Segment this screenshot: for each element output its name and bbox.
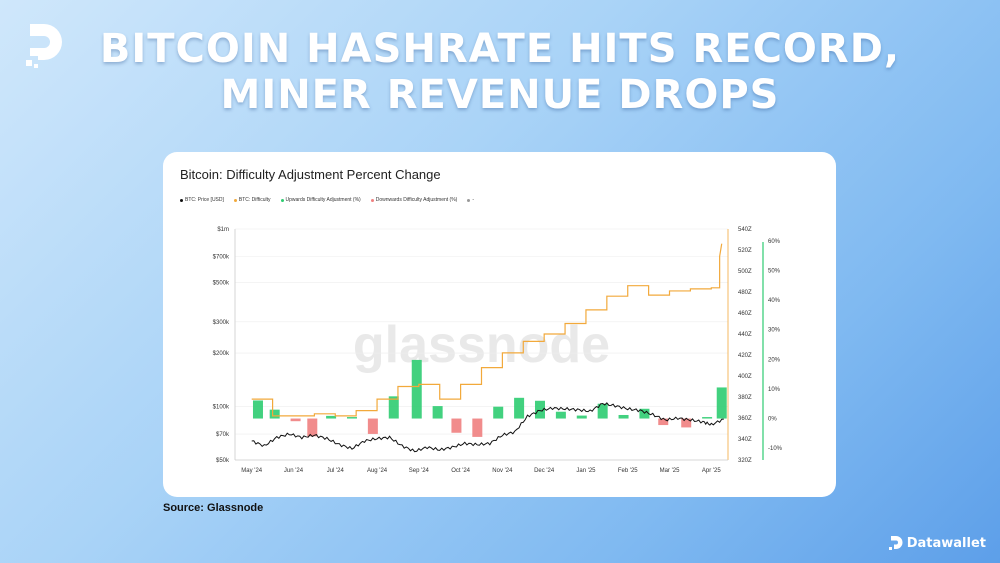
difficulty-line <box>251 243 723 417</box>
legend-label: BTC: Price [USD] <box>185 197 224 203</box>
legend-swatch <box>180 198 183 202</box>
upward-adjustment-bar <box>534 400 545 419</box>
percent-axis-tick-label: 40% <box>768 298 781 304</box>
left-axis-tick-label: $300k <box>213 320 230 326</box>
difficulty-axis-tick-label: 340Z <box>738 437 752 443</box>
difficulty-axis-tick-label: 480Z <box>738 290 752 296</box>
upward-adjustment-bar <box>702 417 713 419</box>
x-axis-tick-label: May '24 <box>241 468 262 474</box>
x-axis-tick-label: Jul '24 <box>327 468 345 474</box>
upward-adjustment-bar <box>716 387 727 419</box>
difficulty-axis-tick-label: 500Z <box>738 269 752 275</box>
percent-axis-tick-label: 0% <box>768 417 777 423</box>
legend-item[interactable]: Upwards Difficulty Adjustment (%) <box>280 197 361 203</box>
left-axis-tick-label: $700k <box>213 255 230 261</box>
headline-line-1: BITCOIN HASHRATE HITS RECORD, <box>99 26 901 72</box>
legend-swatch <box>233 198 237 202</box>
percent-axis-tick-label: 10% <box>768 387 781 393</box>
upward-adjustment-bar <box>269 409 280 419</box>
upward-adjustment-bar <box>514 397 525 419</box>
chart-plot: glassnode $1m $700k $500k $300k $200k $100k $70… <box>213 227 783 474</box>
x-axis-tick-label: Sep '24 <box>409 468 430 474</box>
difficulty-axis-tick-label: 440Z <box>738 332 752 338</box>
x-axis-tick-label: Aug '24 <box>367 468 388 474</box>
x-axis-tick-label: Nov '24 <box>492 468 513 474</box>
price-line <box>251 402 724 453</box>
difficulty-axis-tick-label: 460Z <box>738 311 752 317</box>
upward-adjustment-bar <box>618 414 629 419</box>
x-axis-tick-label: Jan '25 <box>576 468 596 474</box>
legend-label: - <box>472 197 474 203</box>
left-axis-tick-label: $50k <box>216 458 230 464</box>
downward-adjustment-bar <box>472 418 483 437</box>
upward-adjustment-bar <box>326 415 337 419</box>
legend-item[interactable]: - <box>467 197 474 203</box>
upward-adjustment-bar <box>346 417 357 419</box>
x-axis-tick-label: Dec '24 <box>534 468 555 474</box>
upward-adjustment-bar <box>576 415 587 419</box>
legend-item[interactable]: BTC: Difficulty <box>233 197 271 203</box>
legend-swatch <box>280 198 284 202</box>
chart-legend: BTC: Price [USD] BTC: Difficulty Upwards D… <box>180 197 474 203</box>
left-axis-tick-label: $1m <box>217 227 229 233</box>
chart-title: Bitcoin: Difficulty Adjustment Percent C… <box>180 167 441 182</box>
upward-adjustment-bar <box>411 359 422 419</box>
upward-adjustment-bar <box>432 406 443 419</box>
headline-line-2: MINER REVENUE DROPS <box>220 72 780 118</box>
percent-axis-tick-label: 20% <box>768 357 781 363</box>
left-axis-tick-label: $200k <box>213 351 230 357</box>
left-axis-tick-label: $500k <box>213 280 230 286</box>
legend-item[interactable]: BTC: Price [USD] <box>180 197 224 203</box>
difficulty-axis-tick-label: 520Z <box>738 248 752 254</box>
difficulty-axis-tick-label: 320Z <box>738 458 752 464</box>
percent-axis-tick-label: 50% <box>768 268 781 274</box>
x-axis-tick-label: Jun '24 <box>284 468 304 474</box>
source-note: Source: Glassnode <box>163 502 264 514</box>
difficulty-axis-tick-label: 420Z <box>738 353 752 359</box>
headline: BITCOIN HASHRATE HITS RECORD, MINER REVE… <box>80 26 920 118</box>
upward-adjustment-bar <box>555 411 566 419</box>
difficulty-axis-tick-label: 380Z <box>738 395 752 401</box>
upward-adjustment-bar <box>388 396 399 419</box>
downward-adjustment-bar <box>658 418 669 426</box>
x-axis-tick-label: Feb '25 <box>618 468 638 474</box>
difficulty-axis-tick-label: 400Z <box>738 374 752 380</box>
datawallet-logo-icon <box>26 24 62 68</box>
downward-adjustment-bar <box>681 418 692 428</box>
x-axis-tick-label: Apr '25 <box>702 468 721 474</box>
legend-swatch <box>370 198 374 202</box>
x-axis-tick-label: Oct '24 <box>451 468 470 474</box>
upward-adjustment-bar <box>252 400 263 419</box>
chart-card: Bitcoin: Difficulty Adjustment Percent C… <box>163 152 836 497</box>
downward-adjustment-bar <box>367 418 378 434</box>
downward-adjustment-bar <box>451 418 462 433</box>
difficulty-axis-tick-label: 540Z <box>738 227 752 233</box>
legend-label: Downwards Difficulty Adjustment (%) <box>375 197 458 203</box>
legend-label: BTC: Difficulty <box>238 197 271 203</box>
downward-adjustment-bar <box>307 418 318 437</box>
legend-label: Upwards Difficulty Adjustment (%) <box>285 197 361 203</box>
legend-swatch <box>467 198 471 202</box>
brand-name: Datawallet <box>906 535 986 551</box>
x-axis-tick-label: Mar '25 <box>660 468 680 474</box>
left-axis-tick-label: $100k <box>213 405 230 411</box>
legend-item[interactable]: Downwards Difficulty Adjustment (%) <box>370 197 458 203</box>
difficulty-axis-tick-label: 360Z <box>738 416 752 422</box>
upward-adjustment-bar <box>493 406 504 419</box>
percent-axis-tick-label: -10% <box>768 446 783 452</box>
watermark: glassnode <box>353 316 610 374</box>
brand: Datawallet <box>888 535 986 551</box>
downward-adjustment-bar <box>290 418 301 422</box>
percent-axis-tick-label: 60% <box>768 239 781 245</box>
upward-adjustment-bar <box>597 403 608 419</box>
datawallet-d-icon <box>888 536 903 550</box>
percent-axis-tick-label: 30% <box>768 328 781 334</box>
left-axis-tick-label: $70k <box>216 432 230 438</box>
